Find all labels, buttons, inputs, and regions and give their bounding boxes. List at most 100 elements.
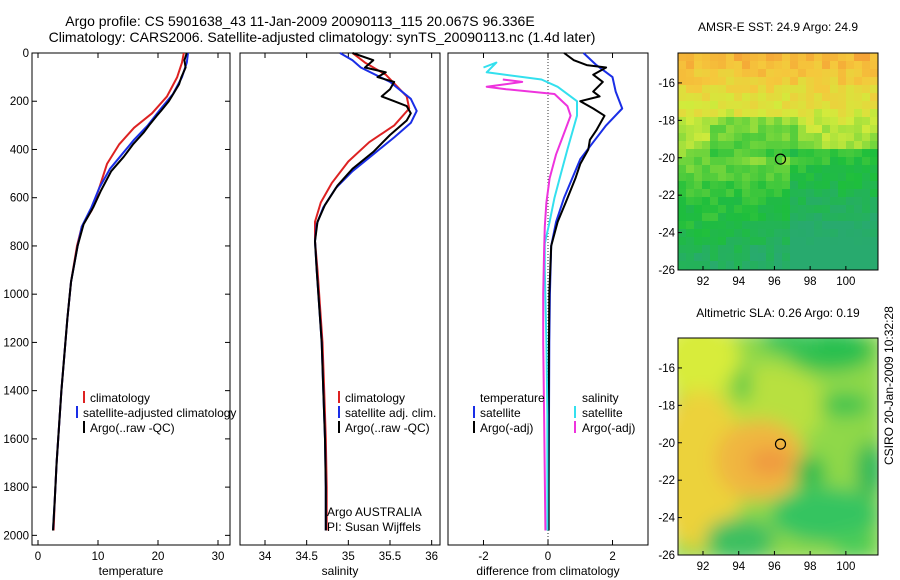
y-tick-label: 2000 xyxy=(3,530,29,542)
sst-cell xyxy=(766,93,775,102)
y-tick-label: 800 xyxy=(10,241,29,253)
y-tick-label: 400 xyxy=(10,144,29,156)
sst-cell xyxy=(846,61,855,70)
sst-cell xyxy=(822,93,831,102)
sst-cell xyxy=(694,221,703,230)
sst-cell xyxy=(678,141,687,150)
x-tick-label: 94 xyxy=(732,276,745,288)
sst-cell xyxy=(758,149,767,158)
sst-cell xyxy=(854,213,863,222)
sst-cell xyxy=(790,205,799,214)
sst-cell xyxy=(806,189,815,198)
sst-cell xyxy=(734,85,743,94)
sst-cell xyxy=(782,165,791,174)
x-tick-label: 0 xyxy=(545,551,551,563)
sst-cell xyxy=(774,93,783,102)
sst-cell xyxy=(814,85,823,94)
sst-cell xyxy=(814,221,823,230)
sst-cell xyxy=(798,213,807,222)
series-line xyxy=(314,52,412,531)
sst-cell xyxy=(678,229,687,238)
sst-cell xyxy=(742,253,751,262)
sst-cell xyxy=(710,93,719,102)
sst-cell xyxy=(766,85,775,94)
sst-cell xyxy=(766,165,775,174)
sst-cell xyxy=(678,101,687,110)
sst-cell xyxy=(718,109,727,118)
salinity-lines xyxy=(314,52,418,531)
salinity-xlabel: salinity xyxy=(322,564,359,578)
sst-cell xyxy=(830,133,839,142)
sst-cell xyxy=(822,229,831,238)
sst-cell xyxy=(830,173,839,182)
sst-cell xyxy=(798,237,807,246)
sst-cell xyxy=(790,253,799,262)
x-tick-label: 92 xyxy=(697,561,710,573)
sst-cell xyxy=(750,77,759,86)
sst-cell xyxy=(718,173,727,182)
sst-cell xyxy=(798,253,807,262)
sst-cell xyxy=(862,149,871,158)
sst-cell xyxy=(718,261,727,270)
sst-cell xyxy=(870,117,878,126)
sst-cell xyxy=(766,173,775,182)
sst-cell xyxy=(718,197,727,206)
sst-cell xyxy=(862,85,871,94)
sst-cell xyxy=(686,61,695,70)
sst-cell xyxy=(718,157,727,166)
sst-cell xyxy=(710,117,719,126)
sst-cell xyxy=(830,181,839,190)
sst-cell xyxy=(806,165,815,174)
x-tick-label: 96 xyxy=(768,276,781,288)
difference-xlabel: difference from climatology xyxy=(476,564,619,578)
sst-cell xyxy=(710,213,719,222)
sst-cell xyxy=(726,245,735,254)
sst-cell xyxy=(710,229,719,238)
sst-cell xyxy=(742,181,751,190)
sst-cell xyxy=(814,253,823,262)
legend-salinity-header: salinity xyxy=(582,391,619,405)
figure-title-line1: Argo profile: CS 5901638_43 11-Jan-2009 … xyxy=(65,13,534,29)
difference-legend: temperature satellite Argo(-adj) salinit… xyxy=(473,391,635,435)
sst-cell xyxy=(822,173,831,182)
sst-cell xyxy=(782,85,791,94)
sst-cell xyxy=(718,181,727,190)
sst-cell xyxy=(806,261,815,270)
sst-cell xyxy=(854,149,863,158)
sst-cell xyxy=(798,165,807,174)
y-tick-label: 600 xyxy=(10,193,29,205)
sst-cell xyxy=(710,77,719,86)
sst-cell xyxy=(750,221,759,230)
sst-cell xyxy=(822,109,831,118)
sst-cell xyxy=(734,229,743,238)
sst-cell xyxy=(734,205,743,214)
sst-cell xyxy=(750,197,759,206)
sst-cell xyxy=(734,93,743,102)
sst-cell xyxy=(790,85,799,94)
sst-cell xyxy=(774,221,783,230)
sst-cell xyxy=(838,237,847,246)
sst-cell xyxy=(830,117,839,126)
sst-cell xyxy=(822,53,831,62)
sst-cell xyxy=(758,77,767,86)
sst-cell xyxy=(838,109,847,118)
sst-cell xyxy=(774,125,783,134)
sst-cell xyxy=(702,261,711,270)
y-tick-label: 200 xyxy=(10,96,29,108)
sst-cell xyxy=(838,221,847,230)
sst-cell xyxy=(838,197,847,206)
sst-cell xyxy=(734,125,743,134)
sst-cell xyxy=(678,205,687,214)
sst-cell xyxy=(678,69,687,78)
sst-cell xyxy=(846,213,855,222)
sst-cell xyxy=(782,253,791,262)
sst-cell xyxy=(758,253,767,262)
sst-cell xyxy=(750,141,759,150)
sst-cell xyxy=(830,101,839,110)
sst-cell xyxy=(830,157,839,166)
sst-cell xyxy=(766,53,775,62)
sst-cell xyxy=(766,157,775,166)
sst-cell xyxy=(734,69,743,78)
sst-cell xyxy=(726,213,735,222)
x-tick-label: 35 xyxy=(342,551,355,563)
